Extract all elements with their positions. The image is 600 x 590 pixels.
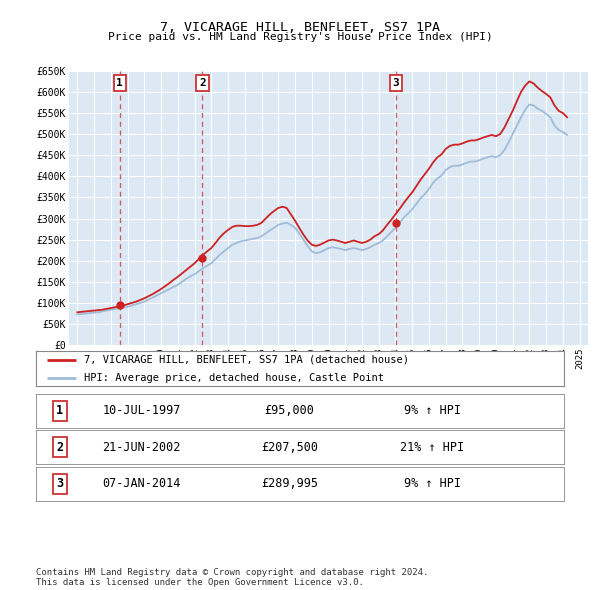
Text: 21% ↑ HPI: 21% ↑ HPI xyxy=(400,441,464,454)
Text: 9% ↑ HPI: 9% ↑ HPI xyxy=(404,477,461,490)
Text: Contains HM Land Registry data © Crown copyright and database right 2024.
This d: Contains HM Land Registry data © Crown c… xyxy=(36,568,428,587)
Text: 21-JUN-2002: 21-JUN-2002 xyxy=(103,441,181,454)
Text: 2: 2 xyxy=(199,78,206,88)
Text: £95,000: £95,000 xyxy=(265,404,314,417)
Text: 1: 1 xyxy=(56,404,64,417)
Text: 7, VICARAGE HILL, BENFLEET, SS7 1PA (detached house): 7, VICARAGE HILL, BENFLEET, SS7 1PA (det… xyxy=(83,355,409,365)
Text: 10-JUL-1997: 10-JUL-1997 xyxy=(103,404,181,417)
Text: 3: 3 xyxy=(56,477,64,490)
Text: 9% ↑ HPI: 9% ↑ HPI xyxy=(404,404,461,417)
Text: 3: 3 xyxy=(392,78,399,88)
Text: 2: 2 xyxy=(56,441,64,454)
Text: 1: 1 xyxy=(116,78,123,88)
Text: Price paid vs. HM Land Registry's House Price Index (HPI): Price paid vs. HM Land Registry's House … xyxy=(107,32,493,42)
Text: £289,995: £289,995 xyxy=(261,477,318,490)
Text: 7, VICARAGE HILL, BENFLEET, SS7 1PA: 7, VICARAGE HILL, BENFLEET, SS7 1PA xyxy=(160,21,440,34)
Text: HPI: Average price, detached house, Castle Point: HPI: Average price, detached house, Cast… xyxy=(83,373,383,382)
Text: £207,500: £207,500 xyxy=(261,441,318,454)
Text: 07-JAN-2014: 07-JAN-2014 xyxy=(103,477,181,490)
